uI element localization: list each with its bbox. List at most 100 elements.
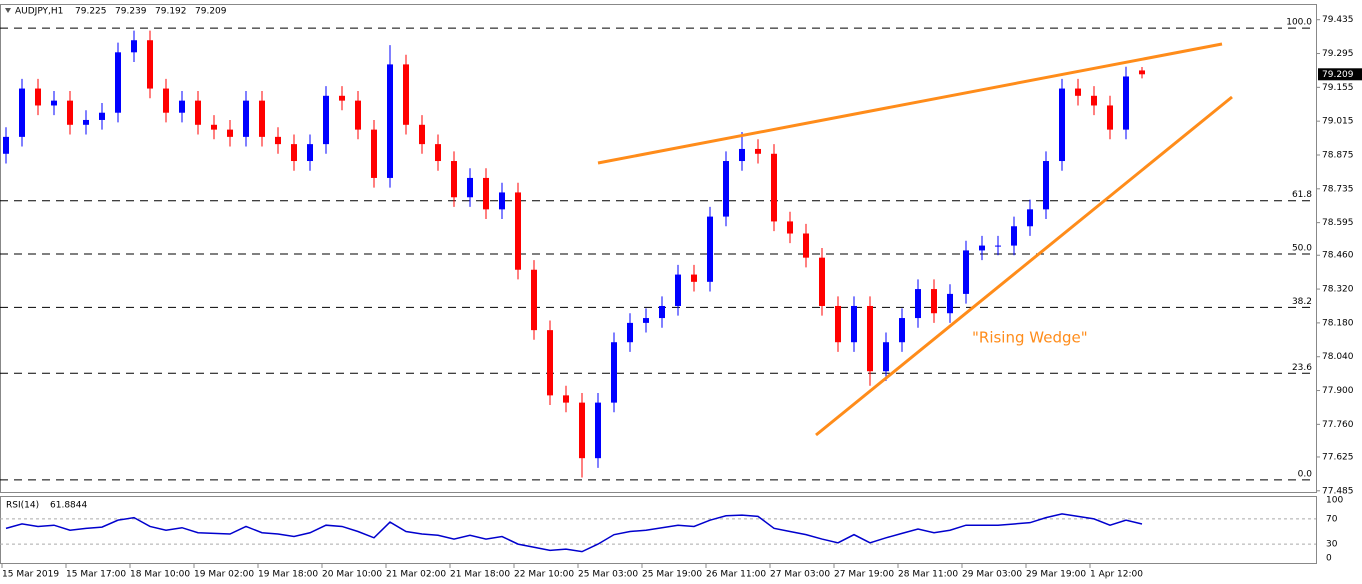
x-tick-label: 25 Mar 03:00 [578,570,638,580]
candle-body [739,148,745,162]
y-tick-label: 78.595 [1322,218,1354,228]
candle-body [147,40,153,89]
y-tick-label: 77.760 [1322,420,1354,430]
candle-body [691,274,697,282]
candle-body [643,318,649,323]
candle-body [723,161,729,217]
candle-body [195,100,201,125]
x-tick-label: 21 Mar 18:00 [450,570,510,580]
candle-body [35,88,41,106]
candle-body [707,216,713,282]
candle-body [595,402,601,459]
candle-body [403,64,409,125]
candle-body [227,129,233,137]
y-tick-label: 78.735 [1322,184,1354,194]
high-value: 79.239 [115,7,147,17]
y-tick-label: 77.625 [1322,452,1354,462]
y-tick-label: 79.155 [1322,83,1354,93]
candle-body [339,95,345,101]
fib-label: 0.0 [1298,469,1313,479]
candle-body [291,144,297,162]
candle-body [787,221,793,234]
y-tick-label: 78.460 [1322,251,1354,261]
x-tick-label: 27 Mar 19:00 [834,570,894,580]
candle-body [1123,76,1129,130]
y-tick-label: 79.015 [1322,117,1354,127]
candle-body [483,177,489,210]
menu-icon [5,8,11,13]
candle-body [275,136,281,145]
rsi-panel [0,496,1317,564]
candle-body [499,192,505,210]
y-tick-label: 79.295 [1322,49,1354,59]
candle-body [899,318,905,343]
candle-body [947,293,953,314]
rsi-title: RSI(14) [6,501,39,511]
candle-body [579,402,585,459]
x-tick-label: 26 Mar 11:00 [706,570,766,580]
candle-body [1139,70,1145,75]
rsi-line [5,513,1143,553]
candle-body [1091,95,1097,106]
x-tick-label: 19 Mar 02:00 [194,570,254,580]
candle-body [307,144,313,162]
x-tick-label: 28 Mar 11:00 [898,570,958,580]
candle-body [755,148,761,154]
candle-body [371,129,377,178]
candle-body [803,233,809,258]
lower-trendline [815,95,1233,437]
candle-body [259,100,265,137]
candle-body [419,124,425,145]
candle-body [435,144,441,162]
y-tick-label: 77.485 [1322,486,1354,496]
y-tick-label: 78.875 [1322,150,1354,160]
candle-body [131,40,137,53]
candle-body [627,322,633,343]
marks [0,27,1316,553]
x-tick-label: 21 Mar 02:00 [386,570,446,580]
candle-body [51,100,57,106]
candle-body [355,100,361,130]
x-tick-label: 29 Mar 03:00 [962,570,1022,580]
y-tick-label: 0 [1326,554,1332,564]
candle-body [451,161,457,198]
x-tick-label: 1 Apr 12:00 [1090,570,1143,580]
y-tick-label: 77.900 [1322,386,1354,396]
x-tick-label: 18 Mar 10:00 [130,570,190,580]
candle-body [851,305,857,343]
price-panel [0,4,1317,493]
candle-body [771,153,777,222]
candle-body [387,64,393,178]
x-tick-label: 19 Mar 18:00 [258,570,318,580]
candle-body [819,257,825,306]
candle-body [835,305,841,343]
candle-body [243,100,249,137]
y-tick-label: 30 [1326,540,1338,550]
fib-label: 23.6 [1292,363,1312,373]
x-tick-label: 22 Mar 10:00 [514,570,574,580]
candle-body [1059,88,1065,162]
candle-body [1027,209,1033,227]
candle-body [531,269,537,331]
candle-body [83,119,89,125]
y-tick-label: 79.435 [1322,15,1354,25]
candle-body [675,274,681,306]
candle-body [467,177,473,198]
candle-body [547,330,553,396]
low-value: 79.192 [155,7,187,17]
candle-body [963,250,969,294]
x-tick-label: 25 Mar 19:00 [642,570,702,580]
y-tick-label: 100 [1326,496,1343,506]
upper-trendline [597,42,1223,165]
y-tick-label: 78.320 [1322,285,1354,295]
candle-body [99,112,105,120]
candle-body [915,289,921,319]
x-tick-label: 20 Mar 10:00 [322,570,382,580]
y-tick-label: 78.180 [1322,318,1354,328]
y-tick-label: 78.040 [1322,352,1354,362]
fib-label: 100.0 [1286,18,1312,28]
candle-body [19,88,25,137]
candle-body [1107,105,1113,130]
candle-body [563,395,569,403]
